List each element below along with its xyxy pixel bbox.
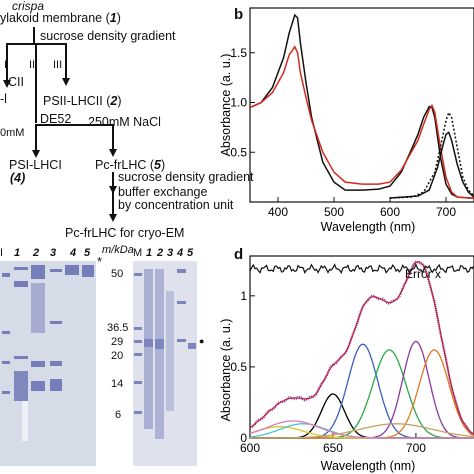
panel-d-ylabel: Absorbance (a. u.) — [219, 319, 233, 422]
marker-label: 29 — [111, 336, 124, 348]
y-tick-label: 0 — [240, 431, 247, 445]
nacl-partial-label: 0mM — [0, 127, 25, 139]
series-line-3 — [389, 131, 474, 199]
panel-b-xlabel: Wavelength (nm) — [321, 220, 416, 234]
buffer-exchange-label: buffer exchange — [118, 185, 208, 199]
pcfr-label: Pc-frLHC (5) — [95, 158, 166, 172]
x-tick-label: 400 — [268, 205, 288, 219]
marker-label: 36.5 — [107, 322, 129, 334]
y-tick-label: 1.0 — [230, 96, 247, 110]
panel-b-letter: b — [234, 6, 244, 23]
error-trace — [249, 263, 474, 275]
panel-b-frame — [249, 7, 474, 203]
thylakoid-label: ylakoid membrane (1) — [0, 11, 121, 25]
final-product-label: Pc-frLHC for cryo-EM — [65, 226, 185, 240]
branch-line-2 — [35, 124, 113, 126]
gaussian-component-4 — [250, 349, 474, 439]
connector-line — [33, 27, 35, 44]
gel-lane-label: 2 — [33, 247, 40, 259]
marker-label: 20 — [111, 350, 124, 362]
y-tick-label: 1.5 — [230, 46, 247, 60]
y-tick-label: 0.5 — [230, 145, 247, 159]
pcfr-line — [112, 124, 114, 152]
arrow-down-icon — [109, 186, 117, 194]
arrow-down-icon — [32, 150, 40, 158]
dot-marker: ● — [199, 336, 205, 346]
arrow-down-icon — [62, 78, 70, 86]
x-tick-label: 650 — [323, 441, 343, 455]
psi-line — [35, 124, 37, 152]
gel-lane-label: 2 — [157, 247, 164, 259]
gel-right-bands — [133, 261, 197, 466]
gel-lane-label: 5 — [84, 247, 91, 259]
arrow-down-icon — [109, 149, 117, 157]
x-tick-label: 500 — [324, 205, 344, 219]
lhcii-label: CII — [8, 75, 24, 89]
gel-lane-label: 1 — [14, 247, 21, 259]
gel-lane-label: 5 — [187, 247, 194, 259]
panel-d-letter: d — [234, 246, 244, 263]
arrow-down-icon — [3, 80, 11, 88]
gel-lane-label: 4 — [70, 247, 77, 259]
error-label: Error x — [405, 267, 441, 281]
x-tick-label: 700 — [406, 441, 426, 455]
fit-envelope — [249, 261, 474, 435]
gaussian-component-2 — [250, 349, 474, 439]
panel-d-chart: Absorbance (a. u.) Error x 600 650 700 0 0.5… — [219, 255, 474, 473]
asterisk-marker: * — [97, 254, 103, 269]
panel-b-ylabel: Absorbance (a. u.) — [219, 54, 233, 157]
arrow-down-icon — [109, 214, 117, 222]
sucrose-gradient-label: sucrose density gradient — [40, 29, 176, 43]
sucrose-gradient-label-2: sucrose density gradient — [118, 170, 254, 184]
psi-label: PSI-LHCI — [9, 158, 62, 172]
series-line-1 — [249, 45, 474, 199]
panel-d-xlabel: Wavelength (nm) — [321, 459, 416, 473]
branch-II-line — [35, 43, 37, 123]
x-tick-label: 600 — [380, 205, 400, 219]
marker-label: 14 — [111, 378, 124, 390]
series-line-2 — [389, 110, 474, 199]
lane-II-label: II — [29, 59, 36, 71]
gel-lane-label: 3 — [50, 247, 57, 259]
x-tick-label: 600 — [240, 441, 260, 455]
marker-label: 50 — [111, 268, 124, 280]
lane-III-label: III — [53, 59, 63, 71]
concentration-unit-label: by concentration unit — [118, 198, 234, 212]
branch-I-line — [6, 43, 8, 81]
gel-left-bands — [0, 261, 96, 466]
pcfr-line-2 — [112, 172, 114, 218]
gel-lane-label: 1 — [146, 247, 153, 259]
gel-lane-label: 3 — [167, 247, 174, 259]
panel-b-chart: Absorbance (a. u.) 400 500 600 700 0.5 1.0 1.5… — [219, 7, 474, 234]
gel-right — [133, 261, 197, 466]
psii-label: PSII-LHCII (2) — [43, 94, 122, 108]
gel-lane-label: 4 — [177, 247, 184, 259]
de52-label: DE52 — [40, 112, 72, 126]
organism-label: crispa — [12, 0, 45, 13]
gel-right-m-label: M — [133, 247, 143, 259]
lane-I-label: I — [4, 59, 8, 71]
series-line-0 — [249, 13, 474, 199]
panel-d-frame — [249, 255, 474, 439]
y-tick-label: 1 — [240, 289, 247, 303]
gel-left-m-label: I — [0, 247, 4, 259]
marker-label: 6 — [115, 409, 122, 421]
psi-number: (4) — [10, 171, 26, 185]
gaussian-component-8 — [250, 423, 474, 439]
mkda-label: m/kDa — [102, 244, 134, 256]
nacl-label: 250mM NaCl — [88, 115, 161, 129]
measured-spectrum — [249, 260, 474, 436]
branch-III-line — [65, 43, 67, 79]
y-tick-label: 0.5 — [230, 360, 247, 374]
gel-left — [0, 261, 96, 466]
x-tick-label: 700 — [436, 205, 456, 219]
lhcii-label-2: -l — [0, 92, 7, 106]
gaussian-component-7 — [249, 420, 474, 439]
